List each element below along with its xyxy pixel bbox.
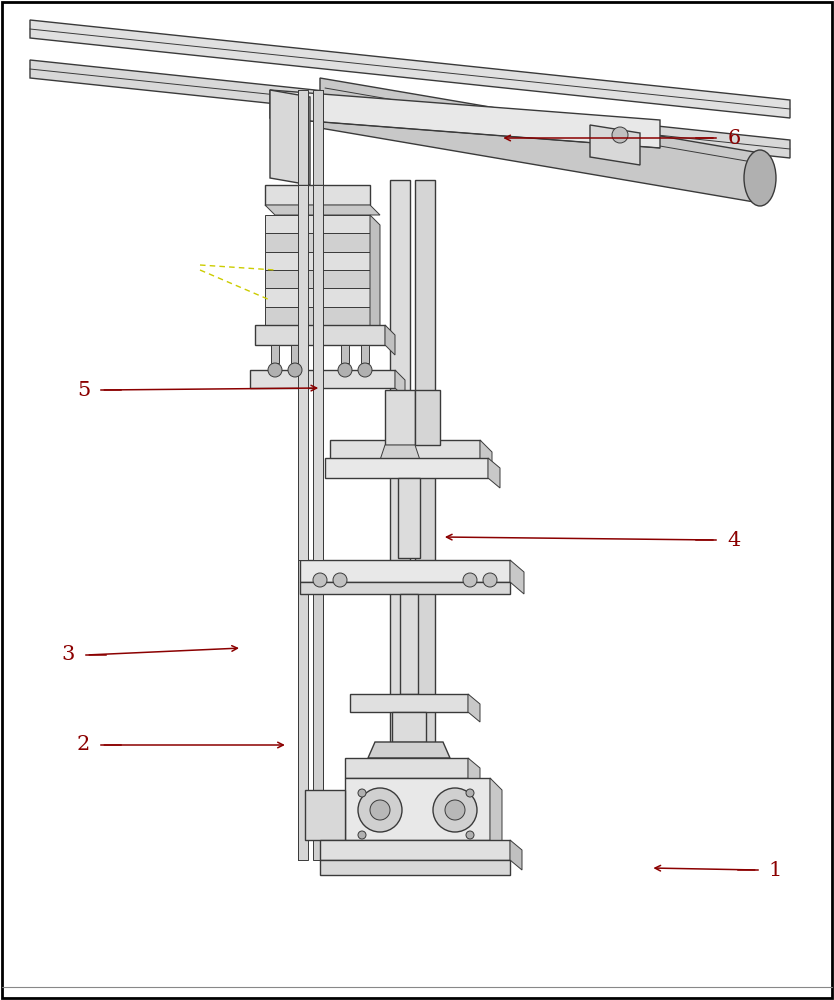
Polygon shape xyxy=(480,440,492,472)
Polygon shape xyxy=(265,185,370,205)
Circle shape xyxy=(466,789,474,797)
Bar xyxy=(415,180,435,860)
Circle shape xyxy=(483,573,497,587)
Polygon shape xyxy=(350,694,468,712)
Circle shape xyxy=(288,363,302,377)
Bar xyxy=(361,345,369,363)
Polygon shape xyxy=(320,840,510,860)
Circle shape xyxy=(433,788,477,832)
Polygon shape xyxy=(395,370,405,398)
Polygon shape xyxy=(320,860,510,875)
Polygon shape xyxy=(270,90,660,148)
Bar xyxy=(313,185,323,560)
Circle shape xyxy=(358,363,372,377)
Polygon shape xyxy=(488,458,500,488)
Polygon shape xyxy=(385,325,395,355)
Polygon shape xyxy=(330,440,480,460)
Bar xyxy=(298,185,308,560)
Bar xyxy=(298,90,308,860)
Polygon shape xyxy=(255,325,385,345)
Circle shape xyxy=(268,363,282,377)
Text: 1: 1 xyxy=(769,860,782,880)
Polygon shape xyxy=(265,252,370,270)
Bar xyxy=(313,90,323,860)
Polygon shape xyxy=(325,458,488,478)
Polygon shape xyxy=(265,205,380,215)
Circle shape xyxy=(313,573,327,587)
Polygon shape xyxy=(510,840,522,870)
Bar xyxy=(291,345,299,363)
Bar xyxy=(385,390,415,445)
Circle shape xyxy=(463,573,477,587)
Polygon shape xyxy=(380,445,420,460)
Polygon shape xyxy=(265,215,370,233)
Polygon shape xyxy=(490,778,502,852)
Polygon shape xyxy=(368,742,450,758)
Polygon shape xyxy=(320,78,760,203)
Circle shape xyxy=(333,573,347,587)
Polygon shape xyxy=(305,790,345,840)
Bar xyxy=(341,345,349,363)
Polygon shape xyxy=(590,125,640,165)
Circle shape xyxy=(466,831,474,839)
Polygon shape xyxy=(510,560,524,594)
Circle shape xyxy=(358,789,366,797)
Polygon shape xyxy=(300,582,510,594)
Polygon shape xyxy=(250,370,395,388)
Polygon shape xyxy=(265,270,370,288)
Bar xyxy=(415,390,440,445)
Polygon shape xyxy=(468,694,480,722)
Bar xyxy=(390,180,410,860)
Polygon shape xyxy=(265,307,370,325)
Bar xyxy=(400,594,418,694)
Text: 5: 5 xyxy=(77,380,90,399)
Circle shape xyxy=(612,127,628,143)
Bar xyxy=(271,345,279,363)
Text: 6: 6 xyxy=(727,128,741,147)
Polygon shape xyxy=(265,288,370,307)
Polygon shape xyxy=(300,560,510,582)
Polygon shape xyxy=(345,758,468,778)
Circle shape xyxy=(358,831,366,839)
Circle shape xyxy=(358,788,402,832)
Ellipse shape xyxy=(744,150,776,206)
Circle shape xyxy=(338,363,352,377)
Bar xyxy=(398,478,420,558)
Circle shape xyxy=(445,800,465,820)
Text: 2: 2 xyxy=(77,736,90,754)
Polygon shape xyxy=(370,215,380,335)
Text: 4: 4 xyxy=(727,530,741,550)
Text: 3: 3 xyxy=(62,646,75,664)
Bar xyxy=(392,712,426,742)
Polygon shape xyxy=(265,233,370,252)
Polygon shape xyxy=(345,778,490,840)
Polygon shape xyxy=(270,90,310,185)
Circle shape xyxy=(370,800,390,820)
Polygon shape xyxy=(468,758,480,788)
Polygon shape xyxy=(30,60,790,158)
Polygon shape xyxy=(30,20,790,118)
